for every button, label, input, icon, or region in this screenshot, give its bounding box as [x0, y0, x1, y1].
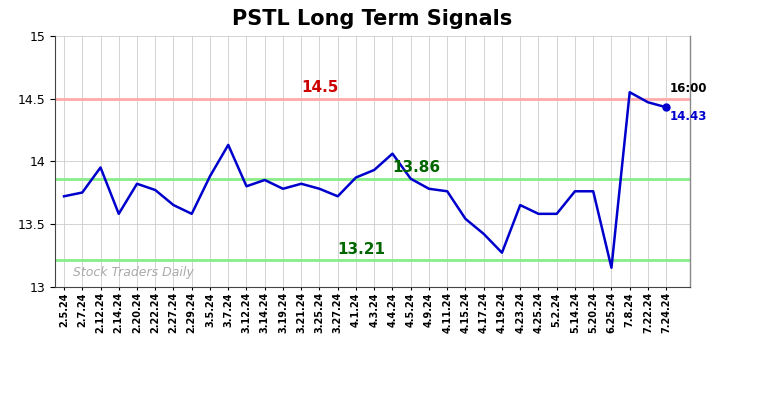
- Text: Stock Traders Daily: Stock Traders Daily: [73, 266, 194, 279]
- Text: 14.43: 14.43: [670, 110, 707, 123]
- Text: 13.86: 13.86: [393, 160, 441, 176]
- Text: 13.21: 13.21: [338, 242, 386, 257]
- Text: 14.5: 14.5: [301, 80, 339, 95]
- Text: 16:00: 16:00: [670, 82, 707, 95]
- Title: PSTL Long Term Signals: PSTL Long Term Signals: [232, 9, 513, 29]
